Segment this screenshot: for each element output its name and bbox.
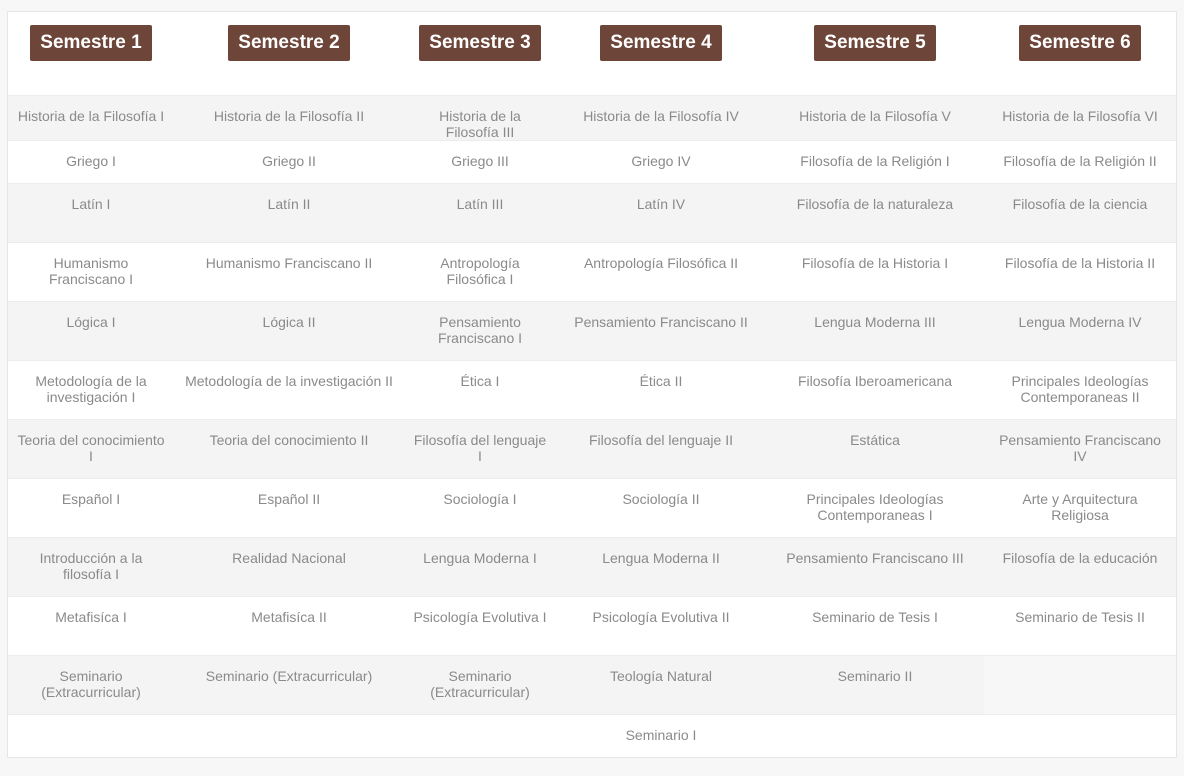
course-cell: [766, 714, 984, 757]
course-cell: Pensamiento Franciscano II: [556, 301, 766, 361]
table-row: Metodología de la investigación I Metodol…: [8, 360, 1176, 420]
course-cell: Latín II: [174, 183, 404, 243]
curriculum-table-container: Semestre 1 Semestre 2 Semestre 3 Semestre 4…: [7, 11, 1177, 758]
semester-badge: Semestre 1: [30, 25, 152, 61]
course-cell: Filosofía de la educación: [984, 537, 1176, 597]
course-cell: Ética II: [556, 360, 766, 420]
course-cell: Filosofía de la ciencia: [984, 183, 1176, 243]
course-cell: Pensamiento Franciscano III: [766, 537, 984, 597]
curriculum-table: Semestre 1 Semestre 2 Semestre 3 Semestre 4…: [8, 12, 1176, 757]
course-cell: Seminario (Extracurricular): [174, 655, 404, 715]
table-row: Seminario I: [8, 714, 1176, 757]
table-row: Español I Español II Sociología I Sociologí…: [8, 478, 1176, 538]
header-row: Semestre 1 Semestre 2 Semestre 3 Semestre 4…: [8, 12, 1176, 96]
table-row: Latín I Latín II Latín III Latín IV Filosofí…: [8, 183, 1176, 243]
course-cell: Lengua Moderna IV: [984, 301, 1176, 361]
course-cell: [404, 714, 556, 757]
course-cell: Lengua Moderna II: [556, 537, 766, 597]
semester-badge: Semestre 3: [419, 25, 541, 61]
course-cell: Principales Ideologías Contemporaneas II: [984, 360, 1176, 420]
table-row: Introducción a la filosofía I Realidad Na…: [8, 537, 1176, 597]
course-cell: Latín IV: [556, 183, 766, 243]
semester-header-2: Semestre 2: [174, 12, 404, 96]
course-cell: Filosofía del lenguaje I: [404, 419, 556, 479]
course-cell: Pensamiento Franciscano I: [404, 301, 556, 361]
course-cell: [984, 714, 1176, 757]
course-cell: Humanismo Franciscano II: [174, 242, 404, 302]
course-cell: Lengua Moderna III: [766, 301, 984, 361]
semester-badge: Semestre 4: [600, 25, 722, 61]
course-cell: Sociología II: [556, 478, 766, 538]
course-cell: Historia de la Filosofía VI: [984, 95, 1176, 141]
semester-header-3: Semestre 3: [404, 12, 556, 96]
course-cell: Seminario II: [766, 655, 984, 715]
course-cell: Español II: [174, 478, 404, 538]
course-cell: Lengua Moderna I: [404, 537, 556, 597]
course-cell: Filosofía de la Historia II: [984, 242, 1176, 302]
course-cell: Pensamiento Franciscano IV: [984, 419, 1176, 479]
table-row: Griego I Griego II Griego III Griego IV Filo…: [8, 140, 1176, 184]
course-cell: Antropología Filosófica II: [556, 242, 766, 302]
course-cell: Seminario (Extracurricular): [404, 655, 556, 715]
course-cell: Griego III: [404, 140, 556, 184]
semester-header-1: Semestre 1: [8, 12, 174, 96]
course-cell: Realidad Nacional: [174, 537, 404, 597]
course-cell: Griego I: [8, 140, 174, 184]
table-row: Historia de la Filosofía I Historia de la…: [8, 95, 1176, 141]
course-cell: Filosofía de la Religión II: [984, 140, 1176, 184]
table-row: Lógica I Lógica II Pensamiento Franciscano…: [8, 301, 1176, 361]
course-cell: Filosofía Iberoamericana: [766, 360, 984, 420]
course-cell: Filosofía de la Historia I: [766, 242, 984, 302]
course-cell: Teología Natural: [556, 655, 766, 715]
course-cell: Seminario (Extracurricular): [8, 655, 174, 715]
course-cell: Historia de la Filosofía III: [404, 95, 556, 141]
course-cell: Seminario I: [556, 714, 766, 757]
course-cell: Psicología Evolutiva I: [404, 596, 556, 656]
course-cell: Lógica II: [174, 301, 404, 361]
course-cell: Griego II: [174, 140, 404, 184]
course-cell: Metafisíca I: [8, 596, 174, 656]
course-cell: Psicología Evolutiva II: [556, 596, 766, 656]
semester-badge: Semestre 5: [814, 25, 936, 61]
course-cell: Griego IV: [556, 140, 766, 184]
course-cell: Historia de la Filosofía V: [766, 95, 984, 141]
course-cell: [984, 655, 1176, 715]
course-cell: Metodología de la investigación II: [174, 360, 404, 420]
course-cell: Filosofía de la Religión I: [766, 140, 984, 184]
semester-badge: Semestre 6: [1019, 25, 1141, 61]
course-cell: Historia de la Filosofía IV: [556, 95, 766, 141]
course-cell: Seminario de Tesis I: [766, 596, 984, 656]
course-cell: Teoria del conocimiento II: [174, 419, 404, 479]
course-cell: Sociología I: [404, 478, 556, 538]
table-row: Seminario (Extracurricular) Seminario (Ex…: [8, 655, 1176, 715]
semester-header-5: Semestre 5: [766, 12, 984, 96]
course-cell: Principales Ideologías Contemporaneas I: [766, 478, 984, 538]
course-cell: Introducción a la filosofía I: [8, 537, 174, 597]
course-cell: Latín III: [404, 183, 556, 243]
course-cell: Historia de la Filosofía I: [8, 95, 174, 141]
course-cell: Español I: [8, 478, 174, 538]
course-cell: Filosofía del lenguaje II: [556, 419, 766, 479]
course-cell: Arte y Arquitectura Religiosa: [984, 478, 1176, 538]
course-cell: Historia de la Filosofía II: [174, 95, 404, 141]
course-cell: Seminario de Tesis II: [984, 596, 1176, 656]
course-cell: Metodología de la investigación I: [8, 360, 174, 420]
course-cell: Estática: [766, 419, 984, 479]
semester-header-6: Semestre 6: [984, 12, 1176, 96]
course-cell: [8, 714, 174, 757]
semester-badge: Semestre 2: [228, 25, 350, 61]
semester-header-4: Semestre 4: [556, 12, 766, 96]
table-row: Humanismo Franciscano I Humanismo Francis…: [8, 242, 1176, 302]
course-cell: [174, 714, 404, 757]
table-row: Metafisíca I Metafisíca II Psicología Evol…: [8, 596, 1176, 656]
course-cell: Ética I: [404, 360, 556, 420]
course-cell: Latín I: [8, 183, 174, 243]
table-row: Teoria del conocimiento I Teoria del cono…: [8, 419, 1176, 479]
course-cell: Filosofía de la naturaleza: [766, 183, 984, 243]
course-cell: Antropología Filosófica I: [404, 242, 556, 302]
course-cell: Metafisíca II: [174, 596, 404, 656]
course-cell: Lógica I: [8, 301, 174, 361]
course-cell: Teoria del conocimiento I: [8, 419, 174, 479]
course-cell: Humanismo Franciscano I: [8, 242, 174, 302]
